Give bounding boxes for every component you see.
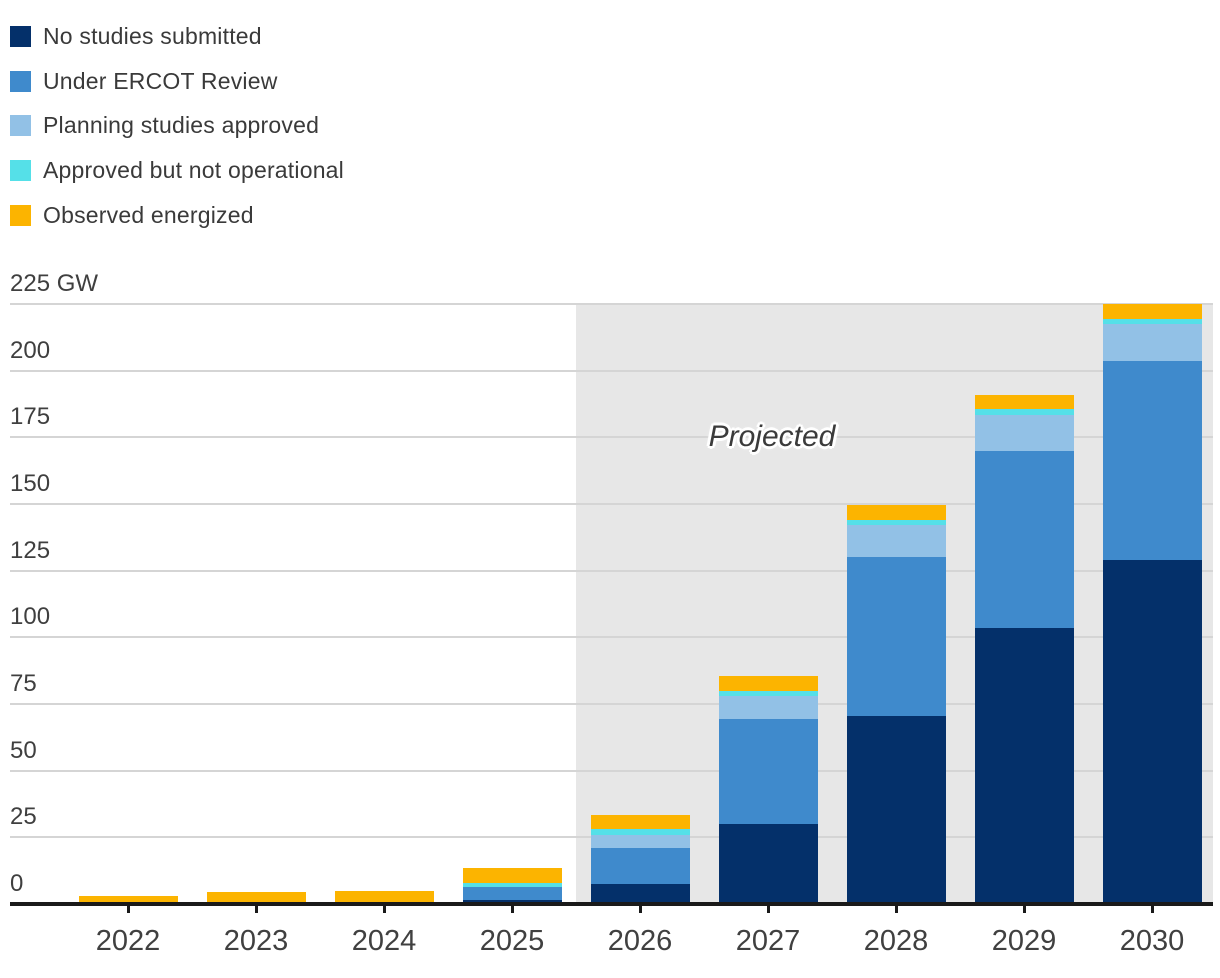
legend-label: Planning studies approved	[43, 112, 320, 139]
tick-mark-2025	[510, 906, 514, 913]
gridline-100	[10, 636, 1213, 639]
bar-2023	[206, 304, 306, 904]
bar-segment-planning-studies-approved	[718, 696, 818, 719]
bar-segment-observed-energized	[590, 814, 690, 830]
bar-segment-approved-but-not-operational	[718, 690, 818, 696]
bar-segment-under-ercot-review	[718, 718, 818, 824]
x-axis-label-2024: 2024	[351, 925, 417, 957]
bar-segment-approved-but-not-operational	[974, 409, 1074, 415]
bar-segment-observed-energized	[334, 890, 434, 904]
bar-2027	[718, 304, 818, 904]
bar-segment-no-studies-submitted	[590, 884, 690, 904]
gridline-75	[10, 703, 1213, 705]
y-axis-label-125: 125	[10, 536, 51, 564]
legend-label: Approved but not operational	[43, 156, 344, 183]
bar-segment-observed-energized	[78, 896, 178, 904]
x-axis-label-2023: 2023	[223, 925, 289, 957]
tick-mark-2027	[766, 906, 770, 913]
gridline-150	[10, 503, 1213, 505]
bar-2026	[590, 304, 690, 904]
bar-2029	[974, 304, 1074, 904]
y-axis-label-200: 200	[10, 336, 51, 364]
y-axis-label-25: 25	[10, 803, 37, 831]
legend-swatch-under-ercot-review-icon	[10, 70, 31, 92]
bar-segment-planning-studies-approved	[1102, 324, 1202, 362]
gridline-225	[10, 303, 1213, 305]
x-axis-label-2027: 2027	[735, 925, 801, 957]
tick-mark-2026	[638, 906, 642, 913]
y-axis-label-75: 75	[10, 670, 37, 697]
y-axis-label-0: 0	[10, 870, 24, 897]
bar-2022	[78, 304, 178, 904]
bar-segment-observed-energized	[206, 892, 306, 904]
x-axis-label-2029: 2029	[991, 925, 1057, 957]
legend-swatch-approved-but-not-operational-icon	[10, 159, 31, 181]
bar-segment-planning-studies-approved	[974, 414, 1074, 451]
x-axis-label-2022: 2022	[95, 925, 161, 957]
tick-mark-2028	[894, 906, 898, 913]
plot-area: Projected	[10, 303, 1213, 904]
bar-segment-approved-but-not-operational	[846, 520, 946, 526]
legend: No studies submitted Under ERCOT Review Pl…	[10, 14, 344, 237]
gridline-200	[10, 369, 1213, 372]
bar-2028	[846, 304, 946, 904]
bar-segment-approved-but-not-operational	[1102, 318, 1202, 324]
tick-mark-2022	[126, 906, 130, 913]
bar-segment-planning-studies-approved	[590, 834, 690, 848]
legend-item-approved-but-not-operational: Approved but not operational	[10, 148, 344, 193]
y-axis-label-175: 175	[10, 403, 51, 431]
gridline-50	[10, 769, 1213, 772]
legend-item-planning-studies-approved: Planning studies approved	[10, 103, 344, 148]
legend-item-under-ercot-review: Under ERCOT Review	[10, 59, 344, 104]
bar-segment-approved-but-not-operational	[462, 882, 562, 887]
tick-mark-2029	[1022, 906, 1026, 913]
tick-mark-2023	[254, 906, 258, 913]
bar-2030	[1102, 304, 1202, 904]
x-axis-label-2025: 2025	[479, 925, 545, 957]
bar-2025	[462, 304, 562, 904]
bar-segment-under-ercot-review	[846, 557, 946, 716]
bar-2024	[334, 304, 434, 904]
legend-label: Observed energized	[43, 201, 254, 228]
y-axis-label-225: 225 GW	[10, 270, 99, 297]
x-axis-label-2030: 2030	[1119, 925, 1185, 957]
bar-segment-under-ercot-review	[590, 848, 690, 884]
tick-mark-2030	[1150, 906, 1154, 913]
legend-item-no-studies-submitted: No studies submitted	[10, 14, 344, 59]
y-axis-label-150: 150	[10, 470, 51, 497]
bar-segment-no-studies-submitted	[846, 716, 946, 904]
projected-label: Projected	[708, 420, 836, 453]
bar-segment-no-studies-submitted	[718, 824, 818, 904]
bar-segment-observed-energized	[974, 394, 1074, 410]
bar-segment-under-ercot-review	[462, 886, 562, 900]
bar-segment-observed-energized	[462, 868, 562, 883]
bar-segment-observed-energized	[846, 505, 946, 520]
bar-segment-planning-studies-approved	[846, 525, 946, 558]
legend-label: No studies submitted	[43, 22, 262, 49]
bar-segment-observed-energized	[718, 676, 818, 691]
gridline-175	[10, 436, 1213, 439]
bar-segment-under-ercot-review	[974, 450, 1074, 628]
legend-swatch-planning-studies-approved-icon	[10, 115, 31, 137]
bar-segment-observed-energized	[1102, 304, 1202, 319]
legend-label: Under ERCOT Review	[43, 67, 278, 94]
legend-item-observed-energized: Observed energized	[10, 193, 344, 238]
gridline-125	[10, 569, 1213, 572]
x-axis-label-2026: 2026	[607, 925, 673, 957]
tick-mark-2024	[382, 906, 386, 913]
legend-swatch-no-studies-submitted-icon	[10, 25, 31, 47]
y-axis-label-100: 100	[10, 603, 51, 631]
bar-segment-under-ercot-review	[1102, 361, 1202, 560]
legend-swatch-observed-energized-icon	[10, 204, 31, 226]
x-axis-label-2028: 2028	[863, 925, 929, 957]
y-axis-label-50: 50	[10, 736, 37, 764]
bar-segment-no-studies-submitted	[974, 628, 1074, 904]
x-axis-line	[10, 902, 1213, 906]
bar-segment-no-studies-submitted	[1102, 560, 1202, 904]
bar-segment-approved-but-not-operational	[590, 829, 690, 835]
